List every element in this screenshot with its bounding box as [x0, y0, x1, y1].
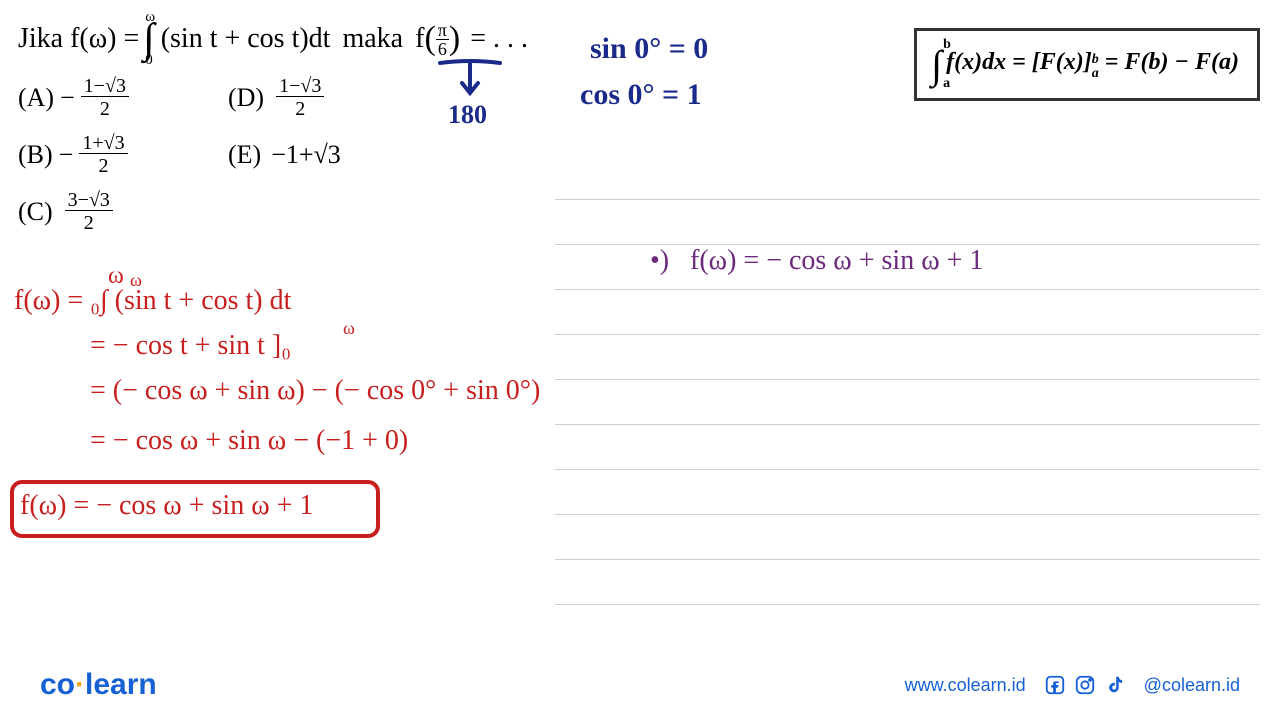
social-icons [1044, 674, 1126, 696]
logo-co: co [40, 668, 75, 701]
red-line2: = − cos t + sin t ]₀ [90, 330, 291, 362]
tiktok-icon [1104, 674, 1126, 696]
f-arg-num: π [436, 21, 449, 40]
red-line2-upper: ω [343, 318, 355, 339]
option-b-num: 1+√3 [79, 133, 127, 154]
option-d-num: 1−√3 [276, 76, 324, 97]
integrand: (sin t + cos t)dt [161, 23, 331, 55]
option-c: (C) 3−√32 [18, 190, 228, 233]
red-highlight-box [10, 480, 380, 538]
red-line3: = (− cos ω + sin ω) − (− cos 0° + sin 0°… [90, 375, 540, 407]
brand-logo: co·learn [40, 668, 157, 702]
option-a-sign: − [60, 83, 75, 113]
f-label: f [415, 23, 424, 55]
option-e: (E) −1+√3 [228, 133, 438, 176]
instagram-icon [1074, 674, 1096, 696]
logo-learn: learn [85, 668, 157, 701]
problem-middle: maka [342, 23, 403, 55]
footer-url: www.colearn.id [905, 675, 1026, 696]
red-line4: = − cos ω + sin ω − (−1 + 0) [90, 425, 408, 457]
note-sin0: sin 0° = 0 [590, 32, 708, 66]
facebook-icon [1044, 674, 1066, 696]
footer-handle: @colearn.id [1144, 675, 1240, 696]
option-c-label: (C) [18, 197, 53, 227]
footer-right: www.colearn.id @colearn.id [905, 674, 1240, 696]
option-c-num: 3−√3 [65, 190, 113, 211]
option-d: (D) 1−√32 [228, 76, 438, 119]
option-a-num: 1−√3 [81, 76, 129, 97]
integral-symbol: ∫ [143, 15, 155, 63]
red-line1-upper: ω [130, 270, 142, 291]
purple-bullet: •) [650, 245, 669, 277]
formula-bl: a [1092, 67, 1099, 81]
note-cos0: cos 0° = 1 [580, 78, 702, 112]
formula-text: f(x)dx = [F(x)]ba = F(b) − F(a) [946, 49, 1239, 75]
option-b: (B) − 1+√32 [18, 133, 228, 176]
purple-line: f(ω) = − cos ω + sin ω + 1 [690, 245, 983, 277]
option-a-label: (A) [18, 83, 54, 113]
option-e-label: (E) [228, 140, 261, 170]
problem-prefix: Jika f(ω) = [18, 23, 139, 55]
option-a: (A) − 1−√32 [18, 76, 228, 119]
option-b-den: 2 [98, 154, 108, 176]
option-d-label: (D) [228, 83, 264, 113]
logo-dot: · [75, 668, 85, 701]
option-a-den: 2 [100, 97, 110, 119]
option-d-den: 2 [295, 97, 305, 119]
option-b-label: (B) [18, 140, 53, 170]
option-c-den: 2 [84, 211, 94, 233]
red-line1: f(ω) = ₀∫ (sin t + cos t) dt [14, 285, 291, 317]
formula-bu: b [1092, 53, 1099, 67]
formula-integral-icon: b ∫ a [931, 41, 942, 88]
footer: co·learn www.colearn.id @colearn.id [0, 668, 1280, 702]
note-180: 180 [448, 100, 487, 130]
formula-box: b ∫ a f(x)dx = [F(x)]ba = F(b) − F(a) [914, 28, 1260, 101]
option-e-text: −1+√3 [271, 140, 341, 170]
option-b-sign: − [59, 140, 74, 170]
problem-suffix: = . . . [470, 23, 528, 55]
